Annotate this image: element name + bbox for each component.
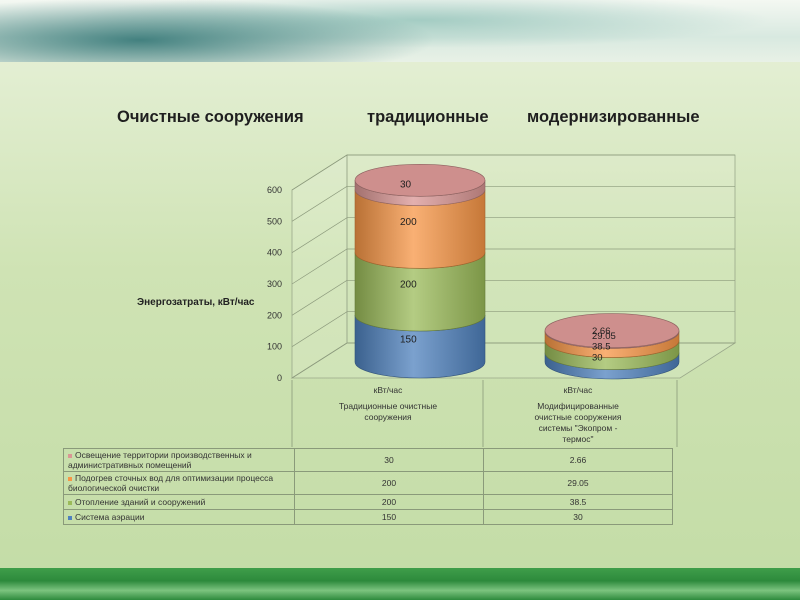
gridline xyxy=(291,154,735,191)
data-label: 30 xyxy=(592,352,603,363)
category-label: очистные сооружения xyxy=(535,412,622,422)
legend-entry: Система аэрации xyxy=(63,509,295,525)
data-label: 2.66 xyxy=(592,326,611,337)
legend-entry: Отопление зданий и сооружений xyxy=(63,494,295,510)
y-tick-label: 0 xyxy=(277,373,282,383)
data-table: Освещение территории производственных и … xyxy=(63,448,673,525)
table-cell: 29.05 xyxy=(483,471,673,495)
y-tick-label: 300 xyxy=(267,279,282,289)
bar-top-cap-0 xyxy=(354,163,486,197)
table-row: Подогрев сточных вод для оптимизации про… xyxy=(63,471,673,495)
table-cell: 30 xyxy=(294,448,484,472)
table-row: Отопление зданий и сооружений 200 38.5 xyxy=(63,494,673,510)
bar-top-cap-1 xyxy=(544,313,680,348)
category-label: Традиционные очистные xyxy=(339,401,437,411)
table-cell: 30 xyxy=(483,509,673,525)
category-label: Модифицированные xyxy=(537,401,619,411)
gridline xyxy=(291,248,735,285)
y-tick-label: 100 xyxy=(267,342,282,352)
legend-swatch xyxy=(68,515,72,520)
legend-entry: Подогрев сточных вод для оптимизации про… xyxy=(63,471,295,495)
table-row: Система аэрации 150 30 xyxy=(63,509,673,525)
table-cell: 200 xyxy=(294,471,484,495)
table-cell: 200 xyxy=(294,494,484,510)
table-cell: 150 xyxy=(294,509,484,525)
legend-swatch xyxy=(68,476,72,481)
legend-entry: Освещение территории производственных и … xyxy=(63,448,295,472)
data-label: 150 xyxy=(400,335,417,346)
footer-decoration xyxy=(0,568,800,600)
data-label: 30 xyxy=(400,179,412,190)
y-tick-label: 500 xyxy=(267,216,282,226)
header-decoration xyxy=(0,0,800,62)
table-row: Освещение территории производственных и … xyxy=(63,448,673,472)
category-label: системы "Экопром - xyxy=(539,423,618,433)
data-label: 29.05 xyxy=(592,331,616,342)
unit-label: кВт/час xyxy=(564,385,594,395)
y-tick-label: 200 xyxy=(267,310,282,320)
category-label: термос" xyxy=(562,434,593,444)
data-label: 200 xyxy=(400,280,417,291)
category-label: сооружения xyxy=(364,412,412,422)
gridline xyxy=(291,311,735,347)
y-axis-label: Энергозатраты, кВт/час xyxy=(137,297,255,308)
data-label: 38.5 xyxy=(592,342,611,353)
data-label: 200 xyxy=(400,217,417,228)
legend-swatch xyxy=(68,453,72,458)
y-tick-label: 600 xyxy=(267,185,282,195)
heading-modernized: модернизированные xyxy=(527,108,700,126)
table-cell: 2.66 xyxy=(483,448,673,472)
heading-traditional: традиционные xyxy=(367,108,489,126)
gridline xyxy=(291,217,735,253)
gridline xyxy=(291,185,735,222)
heading-facilities: Очистные сооружения xyxy=(117,108,304,126)
unit-label: кВт/час xyxy=(374,385,404,395)
gridline xyxy=(291,279,735,316)
legend-swatch xyxy=(68,500,72,505)
y-tick-label: 400 xyxy=(267,248,282,258)
table-cell: 38.5 xyxy=(483,494,673,510)
